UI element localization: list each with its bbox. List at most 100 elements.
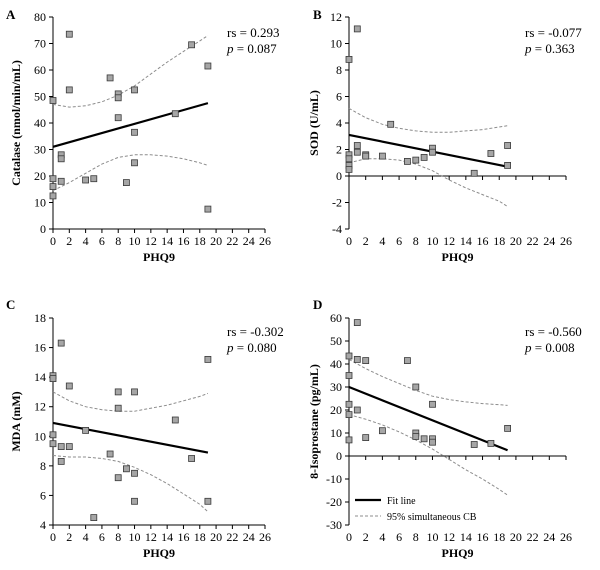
y-tick-label: 2 bbox=[336, 143, 342, 157]
x-tick-label: 0 bbox=[50, 530, 56, 544]
y-tick-label: 70 bbox=[34, 37, 46, 51]
data-point bbox=[353, 355, 361, 363]
y-tick-label: 0 bbox=[336, 169, 342, 183]
y-tick-label: 20 bbox=[330, 403, 342, 417]
fit-line bbox=[52, 421, 209, 454]
y-tick-label: 4 bbox=[40, 518, 46, 532]
x-tick-label: 18 bbox=[493, 530, 505, 544]
data-point bbox=[114, 404, 122, 412]
ci-lower-curve bbox=[348, 414, 508, 496]
data-point bbox=[49, 183, 57, 191]
data-point bbox=[65, 443, 73, 451]
y-tick-label: 10 bbox=[34, 196, 46, 210]
x-tick-label: 8 bbox=[413, 530, 419, 544]
data-point bbox=[504, 424, 512, 432]
y-tick-label: -10 bbox=[326, 472, 342, 486]
data-point bbox=[412, 383, 420, 391]
ci-upper-curve bbox=[52, 391, 209, 412]
data-point bbox=[57, 339, 65, 347]
x-tick-label: 4 bbox=[83, 530, 89, 544]
data-point bbox=[362, 357, 370, 365]
x-tick-label: 4 bbox=[379, 234, 385, 248]
y-tick-label: 18 bbox=[34, 311, 46, 325]
data-point bbox=[131, 128, 138, 136]
legend: Fit line 95% simultaneous CB bbox=[355, 496, 477, 523]
y-tick-label: 6 bbox=[40, 488, 46, 502]
x-tick-label: 6 bbox=[396, 530, 402, 544]
x-tick-label: 14 bbox=[161, 234, 173, 248]
x-tick-label: 2 bbox=[66, 234, 72, 248]
data-point bbox=[470, 441, 478, 448]
x-tick-label: 18 bbox=[194, 530, 206, 544]
data-point bbox=[82, 426, 89, 434]
x-tick-label: 12 bbox=[443, 530, 455, 544]
p-annotation: p = 0.080 bbox=[226, 340, 277, 355]
data-point bbox=[420, 153, 428, 161]
data-point bbox=[204, 355, 212, 363]
x-axis-label: PHQ9 bbox=[442, 546, 474, 560]
x-tick-label: 16 bbox=[177, 530, 189, 544]
data-point bbox=[353, 319, 361, 327]
y-tick-label: 8 bbox=[336, 63, 342, 77]
y-tick-label: 40 bbox=[330, 357, 342, 371]
x-tick-label: 22 bbox=[226, 530, 238, 544]
data-point bbox=[106, 450, 114, 458]
ci-upper-curve bbox=[348, 107, 508, 133]
data-point bbox=[353, 406, 361, 414]
data-point bbox=[362, 434, 370, 442]
x-tick-label: 26 bbox=[560, 234, 572, 248]
x-tick-label: 16 bbox=[477, 530, 489, 544]
x-tick-label: 24 bbox=[543, 530, 555, 544]
data-point bbox=[378, 152, 386, 160]
x-tick-label: 26 bbox=[560, 530, 572, 544]
data-point bbox=[57, 443, 65, 451]
data-point bbox=[362, 152, 370, 160]
data-point bbox=[171, 416, 179, 424]
rs-annotation: rs = 0.293 bbox=[227, 25, 279, 40]
x-tick-label: 12 bbox=[145, 530, 157, 544]
y-tick-label: 0 bbox=[40, 222, 46, 236]
x-tick-label: 14 bbox=[460, 530, 472, 544]
x-tick-label: 20 bbox=[210, 530, 222, 544]
data-point bbox=[131, 388, 138, 396]
y-tick-label: 20 bbox=[34, 169, 46, 183]
data-point bbox=[204, 497, 212, 505]
data-point bbox=[387, 120, 395, 128]
x-tick-label: 12 bbox=[145, 234, 157, 248]
ci-lower-curve bbox=[52, 154, 209, 192]
data-point bbox=[90, 175, 98, 183]
x-tick-label: 6 bbox=[99, 234, 105, 248]
x-tick-label: 10 bbox=[129, 530, 141, 544]
data-point bbox=[57, 155, 65, 163]
x-tick-label: 22 bbox=[527, 234, 539, 248]
x-axis-label: PHQ9 bbox=[143, 250, 175, 264]
y-tick-label: 80 bbox=[34, 10, 46, 24]
x-tick-label: 0 bbox=[346, 234, 352, 248]
x-tick-label: 22 bbox=[527, 530, 539, 544]
data-point bbox=[429, 400, 436, 408]
x-tick-label: 2 bbox=[363, 530, 369, 544]
data-point bbox=[345, 352, 353, 360]
x-tick-label: 0 bbox=[50, 234, 56, 248]
data-point bbox=[470, 169, 478, 177]
y-axis-label: SOD (U/mL) bbox=[307, 90, 321, 156]
panel-label: C bbox=[6, 297, 15, 312]
y-tick-label: 10 bbox=[330, 37, 342, 51]
data-point bbox=[49, 431, 57, 439]
data-point bbox=[504, 161, 512, 169]
rs-annotation: rs = -0.560 bbox=[525, 324, 582, 339]
data-point bbox=[429, 148, 436, 156]
x-tick-label: 18 bbox=[493, 234, 505, 248]
x-tick-label: 10 bbox=[426, 234, 438, 248]
y-tick-label: 12 bbox=[34, 400, 46, 414]
x-tick-label: 8 bbox=[115, 234, 121, 248]
y-axis-label: MDA (mM) bbox=[9, 391, 23, 451]
data-point bbox=[114, 94, 122, 102]
data-point bbox=[131, 469, 138, 477]
data-point bbox=[412, 432, 420, 440]
y-tick-label: 12 bbox=[330, 10, 342, 24]
data-point bbox=[49, 440, 57, 448]
data-point bbox=[49, 192, 57, 200]
data-point bbox=[487, 150, 495, 157]
